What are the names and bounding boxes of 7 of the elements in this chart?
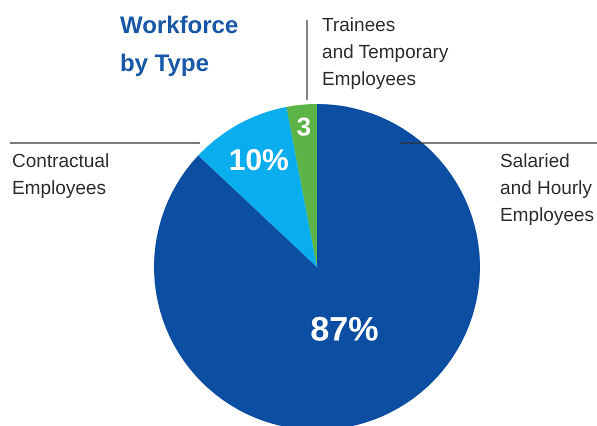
data-label: 87% [310, 310, 378, 348]
data-label: 10% [228, 144, 289, 177]
text: Workforce by Type [120, 12, 238, 77]
slice-label: Trainees and Temporary Employees [322, 15, 449, 90]
data-label: 3 [296, 112, 312, 142]
slice-label: Salaried and Hourly Employees [500, 151, 594, 226]
slice-label: Contractual Employees [12, 151, 110, 199]
